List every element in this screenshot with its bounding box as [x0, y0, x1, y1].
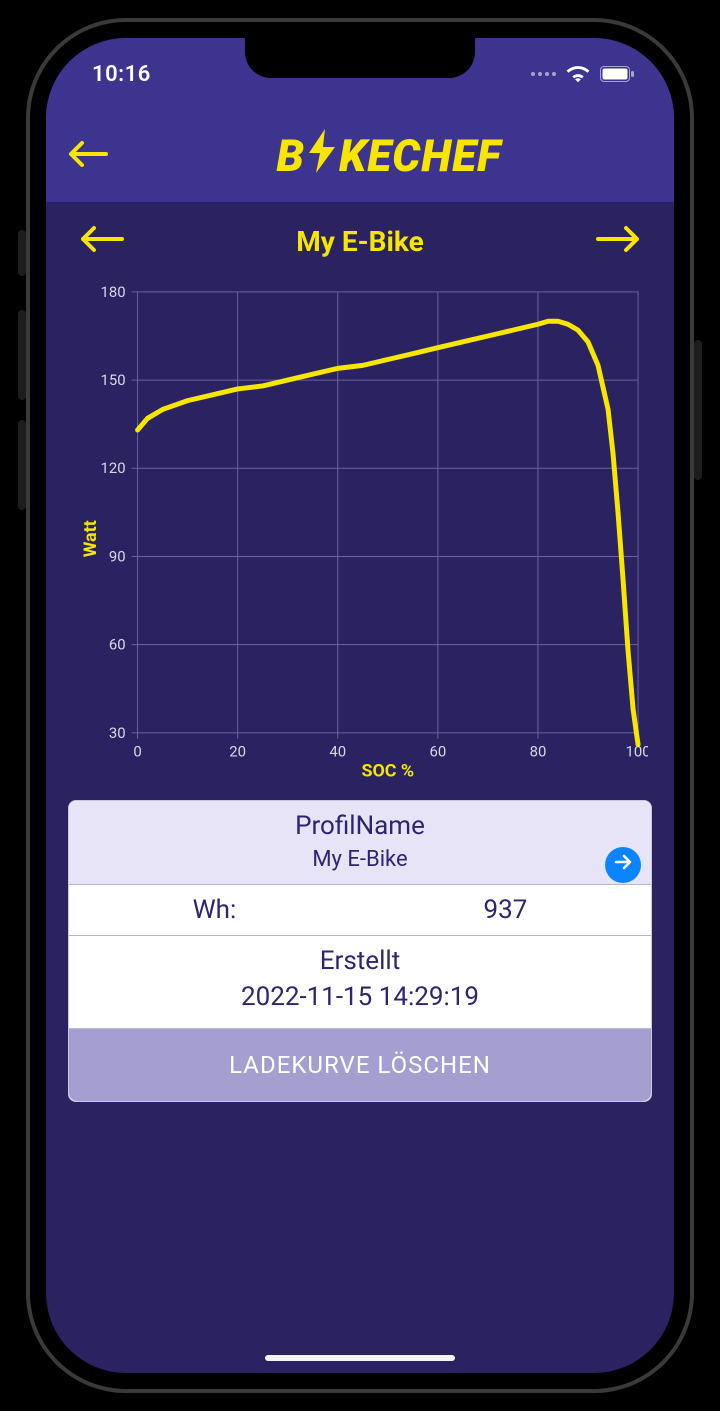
created-label: Erstellt: [69, 946, 651, 976]
back-button[interactable]: [68, 139, 108, 173]
svg-text:30: 30: [109, 724, 126, 742]
svg-text:SOC %: SOC %: [361, 761, 414, 782]
wifi-icon: [566, 65, 590, 83]
arrow-right-icon: [613, 852, 633, 878]
svg-text:120: 120: [101, 459, 126, 477]
prev-profile-button[interactable]: [80, 224, 124, 258]
svg-text:40: 40: [329, 743, 346, 761]
profile-title: My E-Bike: [296, 225, 423, 258]
phone-power-button: [694, 340, 702, 480]
brand-suffix: KECHEF: [339, 130, 501, 182]
created-value: 2022-11-15 14:29:19: [69, 982, 651, 1012]
wh-label: Wh:: [193, 895, 237, 925]
lightning-bolt-icon: [307, 129, 337, 184]
phone-volume-down: [18, 420, 26, 510]
profile-nav: My E-Bike: [46, 202, 674, 266]
svg-text:Watt: Watt: [80, 520, 101, 557]
svg-text:60: 60: [429, 743, 446, 761]
screen: 10:16: [46, 38, 674, 1373]
svg-text:80: 80: [530, 743, 547, 761]
phone-volume-up: [18, 310, 26, 400]
phone-notch: [245, 38, 475, 78]
status-time: 10:16: [92, 62, 151, 87]
svg-text:0: 0: [133, 743, 141, 761]
phone-frame: 10:16: [26, 18, 694, 1393]
profile-name-value: My E-Bike: [312, 847, 407, 872]
svg-text:90: 90: [109, 547, 126, 565]
chart-svg: 020406080100306090120150180SOC %Watt: [72, 276, 648, 782]
brand-prefix: B: [277, 130, 306, 182]
next-profile-button[interactable]: [596, 224, 640, 258]
wh-value: 937: [484, 895, 528, 925]
edit-profile-button[interactable]: [605, 847, 641, 883]
svg-text:150: 150: [101, 371, 126, 389]
app-header: B KECHEF: [46, 110, 674, 202]
charge-curve-chart: 020406080100306090120150180SOC %Watt: [72, 276, 648, 782]
svg-text:60: 60: [109, 636, 126, 654]
status-misc-icon: [531, 72, 556, 76]
app-logo: B KECHEF: [126, 129, 652, 184]
svg-text:20: 20: [229, 743, 246, 761]
phone-mute-switch: [18, 230, 26, 276]
svg-text:180: 180: [101, 283, 126, 301]
home-indicator[interactable]: [265, 1355, 455, 1361]
profile-card: ProfilName My E-Bike Wh: 937: [68, 800, 652, 1102]
battery-icon: [600, 66, 634, 82]
delete-curve-button[interactable]: LADEKURVE LÖSCHEN: [69, 1029, 651, 1101]
profile-name-label: ProfilName: [69, 801, 651, 845]
